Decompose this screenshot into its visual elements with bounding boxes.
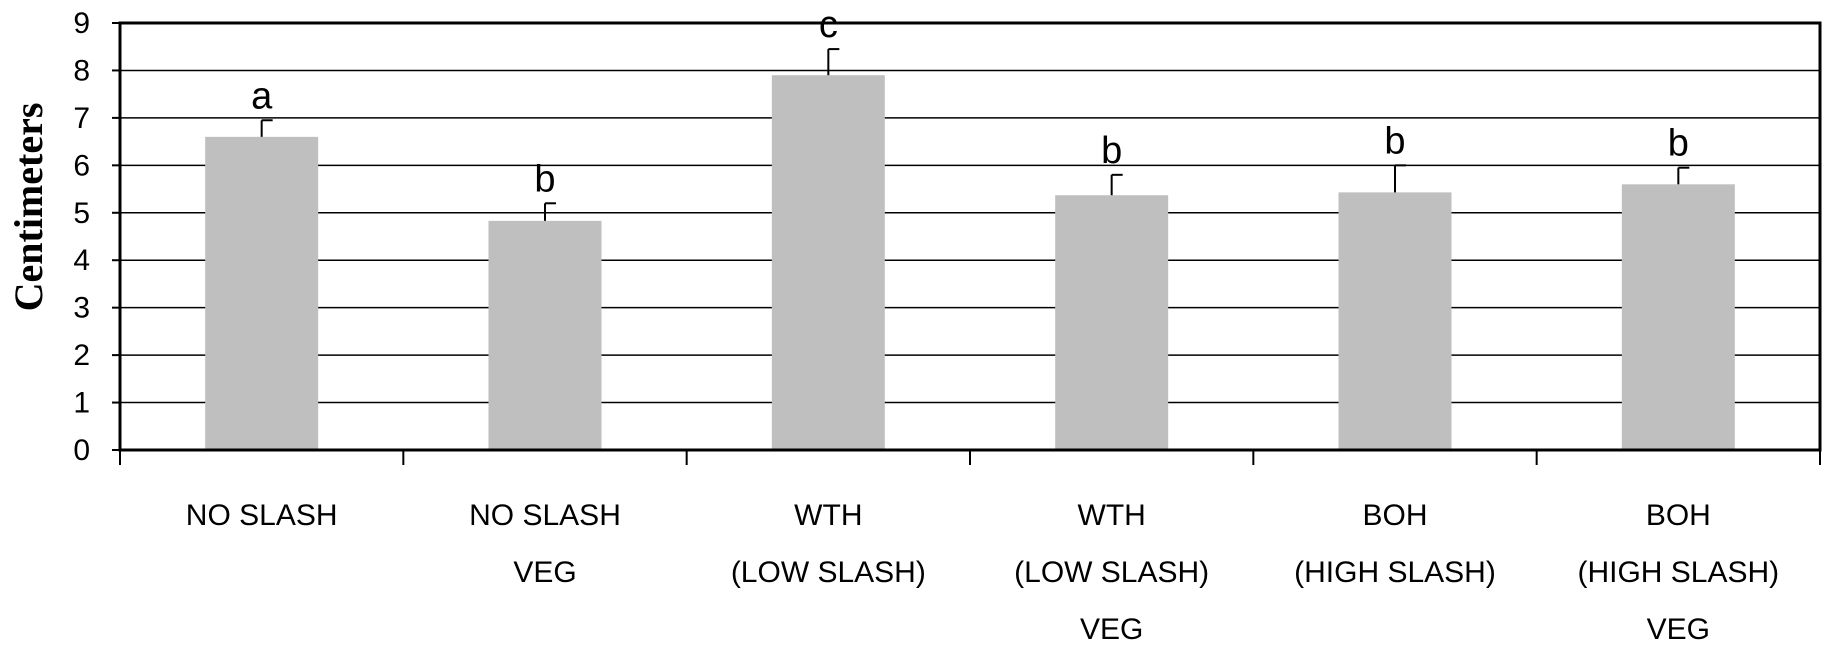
y-tick-label: 9 xyxy=(73,7,90,40)
y-tick-label: 0 xyxy=(73,434,90,467)
bar xyxy=(488,220,602,450)
y-tick-label: 2 xyxy=(73,339,90,372)
significance-labels: a b c b b b xyxy=(251,4,1689,200)
bar xyxy=(1621,184,1735,451)
category-label: NO SLASH xyxy=(186,499,338,532)
significance-label: b xyxy=(1668,123,1689,165)
x-axis xyxy=(119,450,1821,465)
y-axis: 0 1 2 3 4 5 6 7 8 9 xyxy=(73,7,120,467)
category-label: NO SLASH xyxy=(469,499,621,532)
y-axis-label: Centimeters xyxy=(6,103,51,312)
plot-frame xyxy=(118,21,1822,452)
significance-label: b xyxy=(1101,130,1122,172)
y-tick-label: 5 xyxy=(73,197,90,230)
significance-label: a xyxy=(251,75,273,117)
y-tick-label: 6 xyxy=(73,149,90,182)
category-label: (LOW SLASH) xyxy=(731,556,926,589)
gridlines xyxy=(120,69,1820,404)
y-tick-label: 7 xyxy=(73,102,90,135)
significance-label: c xyxy=(819,4,838,46)
error-bars xyxy=(260,48,1690,221)
category-label: (HIGH SLASH) xyxy=(1577,556,1779,589)
y-tick-label: 4 xyxy=(73,244,90,277)
y-tick-label: 8 xyxy=(73,54,90,87)
significance-label: b xyxy=(1384,120,1405,162)
y-tick-label: 1 xyxy=(73,387,90,420)
category-label: BOH xyxy=(1362,499,1427,532)
category-label: VEG xyxy=(1647,613,1710,645)
bar xyxy=(771,75,885,450)
bar xyxy=(205,136,319,450)
category-label: WTH xyxy=(1078,499,1146,532)
category-label: (LOW SLASH) xyxy=(1014,556,1209,589)
y-tick-label: 3 xyxy=(73,292,90,325)
category-label: VEG xyxy=(1080,613,1143,645)
category-label: BOH xyxy=(1646,499,1711,532)
category-label: WTH xyxy=(794,499,862,532)
bars xyxy=(205,75,1735,451)
significance-label: b xyxy=(534,158,555,200)
bar xyxy=(1338,192,1452,451)
category-label: (HIGH SLASH) xyxy=(1294,556,1496,589)
bar xyxy=(1055,195,1169,450)
category-label: VEG xyxy=(513,556,576,589)
category-labels: NO SLASH NO SLASH VEG WTH (LOW SLASH) WTH (LOW… xyxy=(186,499,1779,645)
